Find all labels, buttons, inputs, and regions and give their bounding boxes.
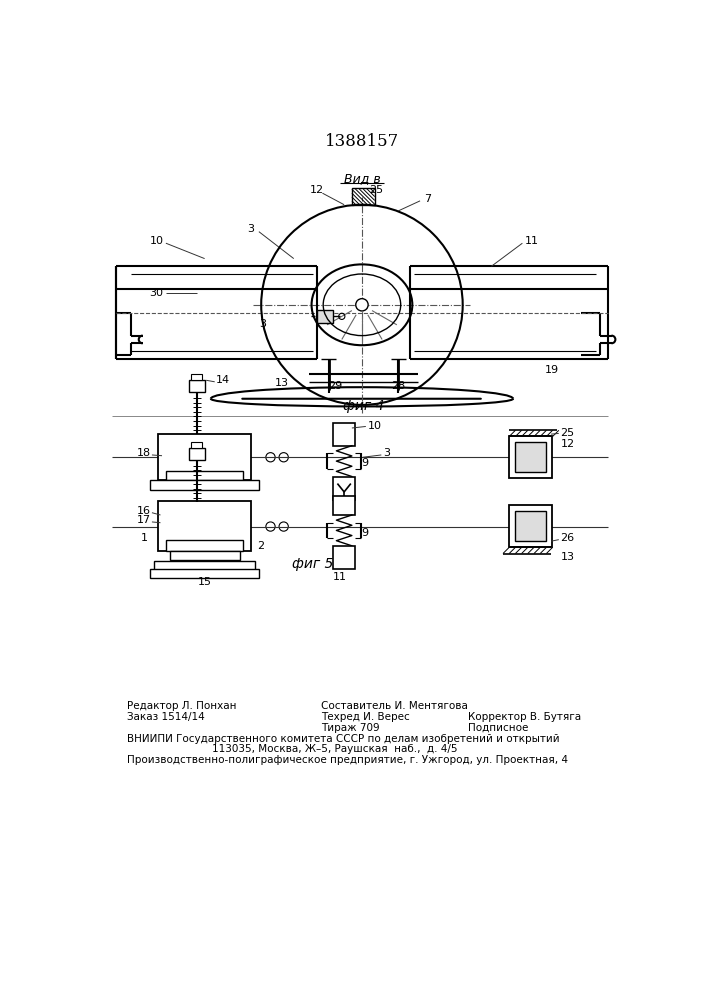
Bar xyxy=(333,496,355,515)
Bar xyxy=(509,505,552,547)
Bar xyxy=(509,436,552,478)
Text: 13: 13 xyxy=(561,552,574,562)
Bar xyxy=(192,374,202,380)
Text: 16: 16 xyxy=(137,506,151,516)
Text: Вид в: Вид в xyxy=(344,172,380,185)
Text: 14: 14 xyxy=(216,375,230,385)
Bar xyxy=(515,442,546,472)
Text: 1: 1 xyxy=(141,533,148,543)
Text: 13: 13 xyxy=(275,378,289,388)
Text: 25: 25 xyxy=(561,428,575,438)
Text: 12: 12 xyxy=(561,439,575,449)
Text: Редактор Л. Понхан: Редактор Л. Понхан xyxy=(127,701,237,711)
Text: Корректор В. Бутяга: Корректор В. Бутяга xyxy=(468,712,581,722)
Text: 2: 2 xyxy=(257,541,264,551)
Text: Составитель И. Ментягова: Составитель И. Ментягова xyxy=(321,701,468,711)
Text: 18: 18 xyxy=(137,448,151,458)
Text: 10: 10 xyxy=(150,236,163,246)
Circle shape xyxy=(356,299,368,311)
Bar xyxy=(333,423,355,446)
Bar xyxy=(189,448,204,460)
Text: 15: 15 xyxy=(198,577,211,587)
Text: 11: 11 xyxy=(525,236,539,246)
Text: 113035, Москва, Ж–5, Раушская  наб.,  д. 4/5: 113035, Москва, Ж–5, Раушская наб., д. 4… xyxy=(212,744,458,754)
Text: Тираж 709: Тираж 709 xyxy=(321,723,380,733)
Bar xyxy=(154,561,255,570)
Text: Заказ 1514/14: Заказ 1514/14 xyxy=(127,712,205,722)
Text: 3: 3 xyxy=(383,448,390,458)
Text: 28: 28 xyxy=(391,381,406,391)
Text: 10: 10 xyxy=(368,421,381,431)
Bar xyxy=(166,540,243,551)
Text: 9: 9 xyxy=(361,458,368,468)
Bar xyxy=(158,501,251,551)
Bar xyxy=(515,511,546,541)
Text: Техред И. Верес: Техред И. Верес xyxy=(321,712,409,722)
Text: Производственно-полиграфическое предприятие, г. Ужгород, ул. Проектная, 4: Производственно-полиграфическое предприя… xyxy=(127,755,568,765)
Bar xyxy=(333,546,355,569)
Text: 12: 12 xyxy=(310,185,324,195)
Text: Подписное: Подписное xyxy=(468,723,529,733)
Text: фиг 5: фиг 5 xyxy=(293,557,334,571)
Text: 25: 25 xyxy=(370,185,384,195)
Bar xyxy=(333,477,355,500)
Text: 26: 26 xyxy=(561,533,575,543)
Text: ВНИИПИ Государственного комитета СССР по делам изобретений и открытий: ВНИИПИ Государственного комитета СССР по… xyxy=(127,734,560,744)
Text: 1388157: 1388157 xyxy=(325,133,399,150)
Text: 3: 3 xyxy=(247,224,255,234)
Text: 9: 9 xyxy=(361,528,368,538)
Bar xyxy=(151,480,259,490)
Bar xyxy=(189,380,204,392)
Text: 11: 11 xyxy=(333,572,347,582)
Bar xyxy=(151,569,259,578)
Text: 7: 7 xyxy=(424,194,431,204)
Bar xyxy=(352,188,375,205)
Text: 19: 19 xyxy=(545,365,559,375)
Text: 17: 17 xyxy=(137,515,151,525)
Bar xyxy=(170,551,240,560)
Bar xyxy=(166,471,243,480)
Text: 30: 30 xyxy=(150,288,163,298)
Text: 29: 29 xyxy=(328,381,342,391)
Bar xyxy=(317,310,332,323)
Bar xyxy=(158,434,251,480)
Text: фиг 4: фиг 4 xyxy=(343,399,384,413)
Text: 3: 3 xyxy=(259,319,267,329)
Bar xyxy=(192,442,202,448)
